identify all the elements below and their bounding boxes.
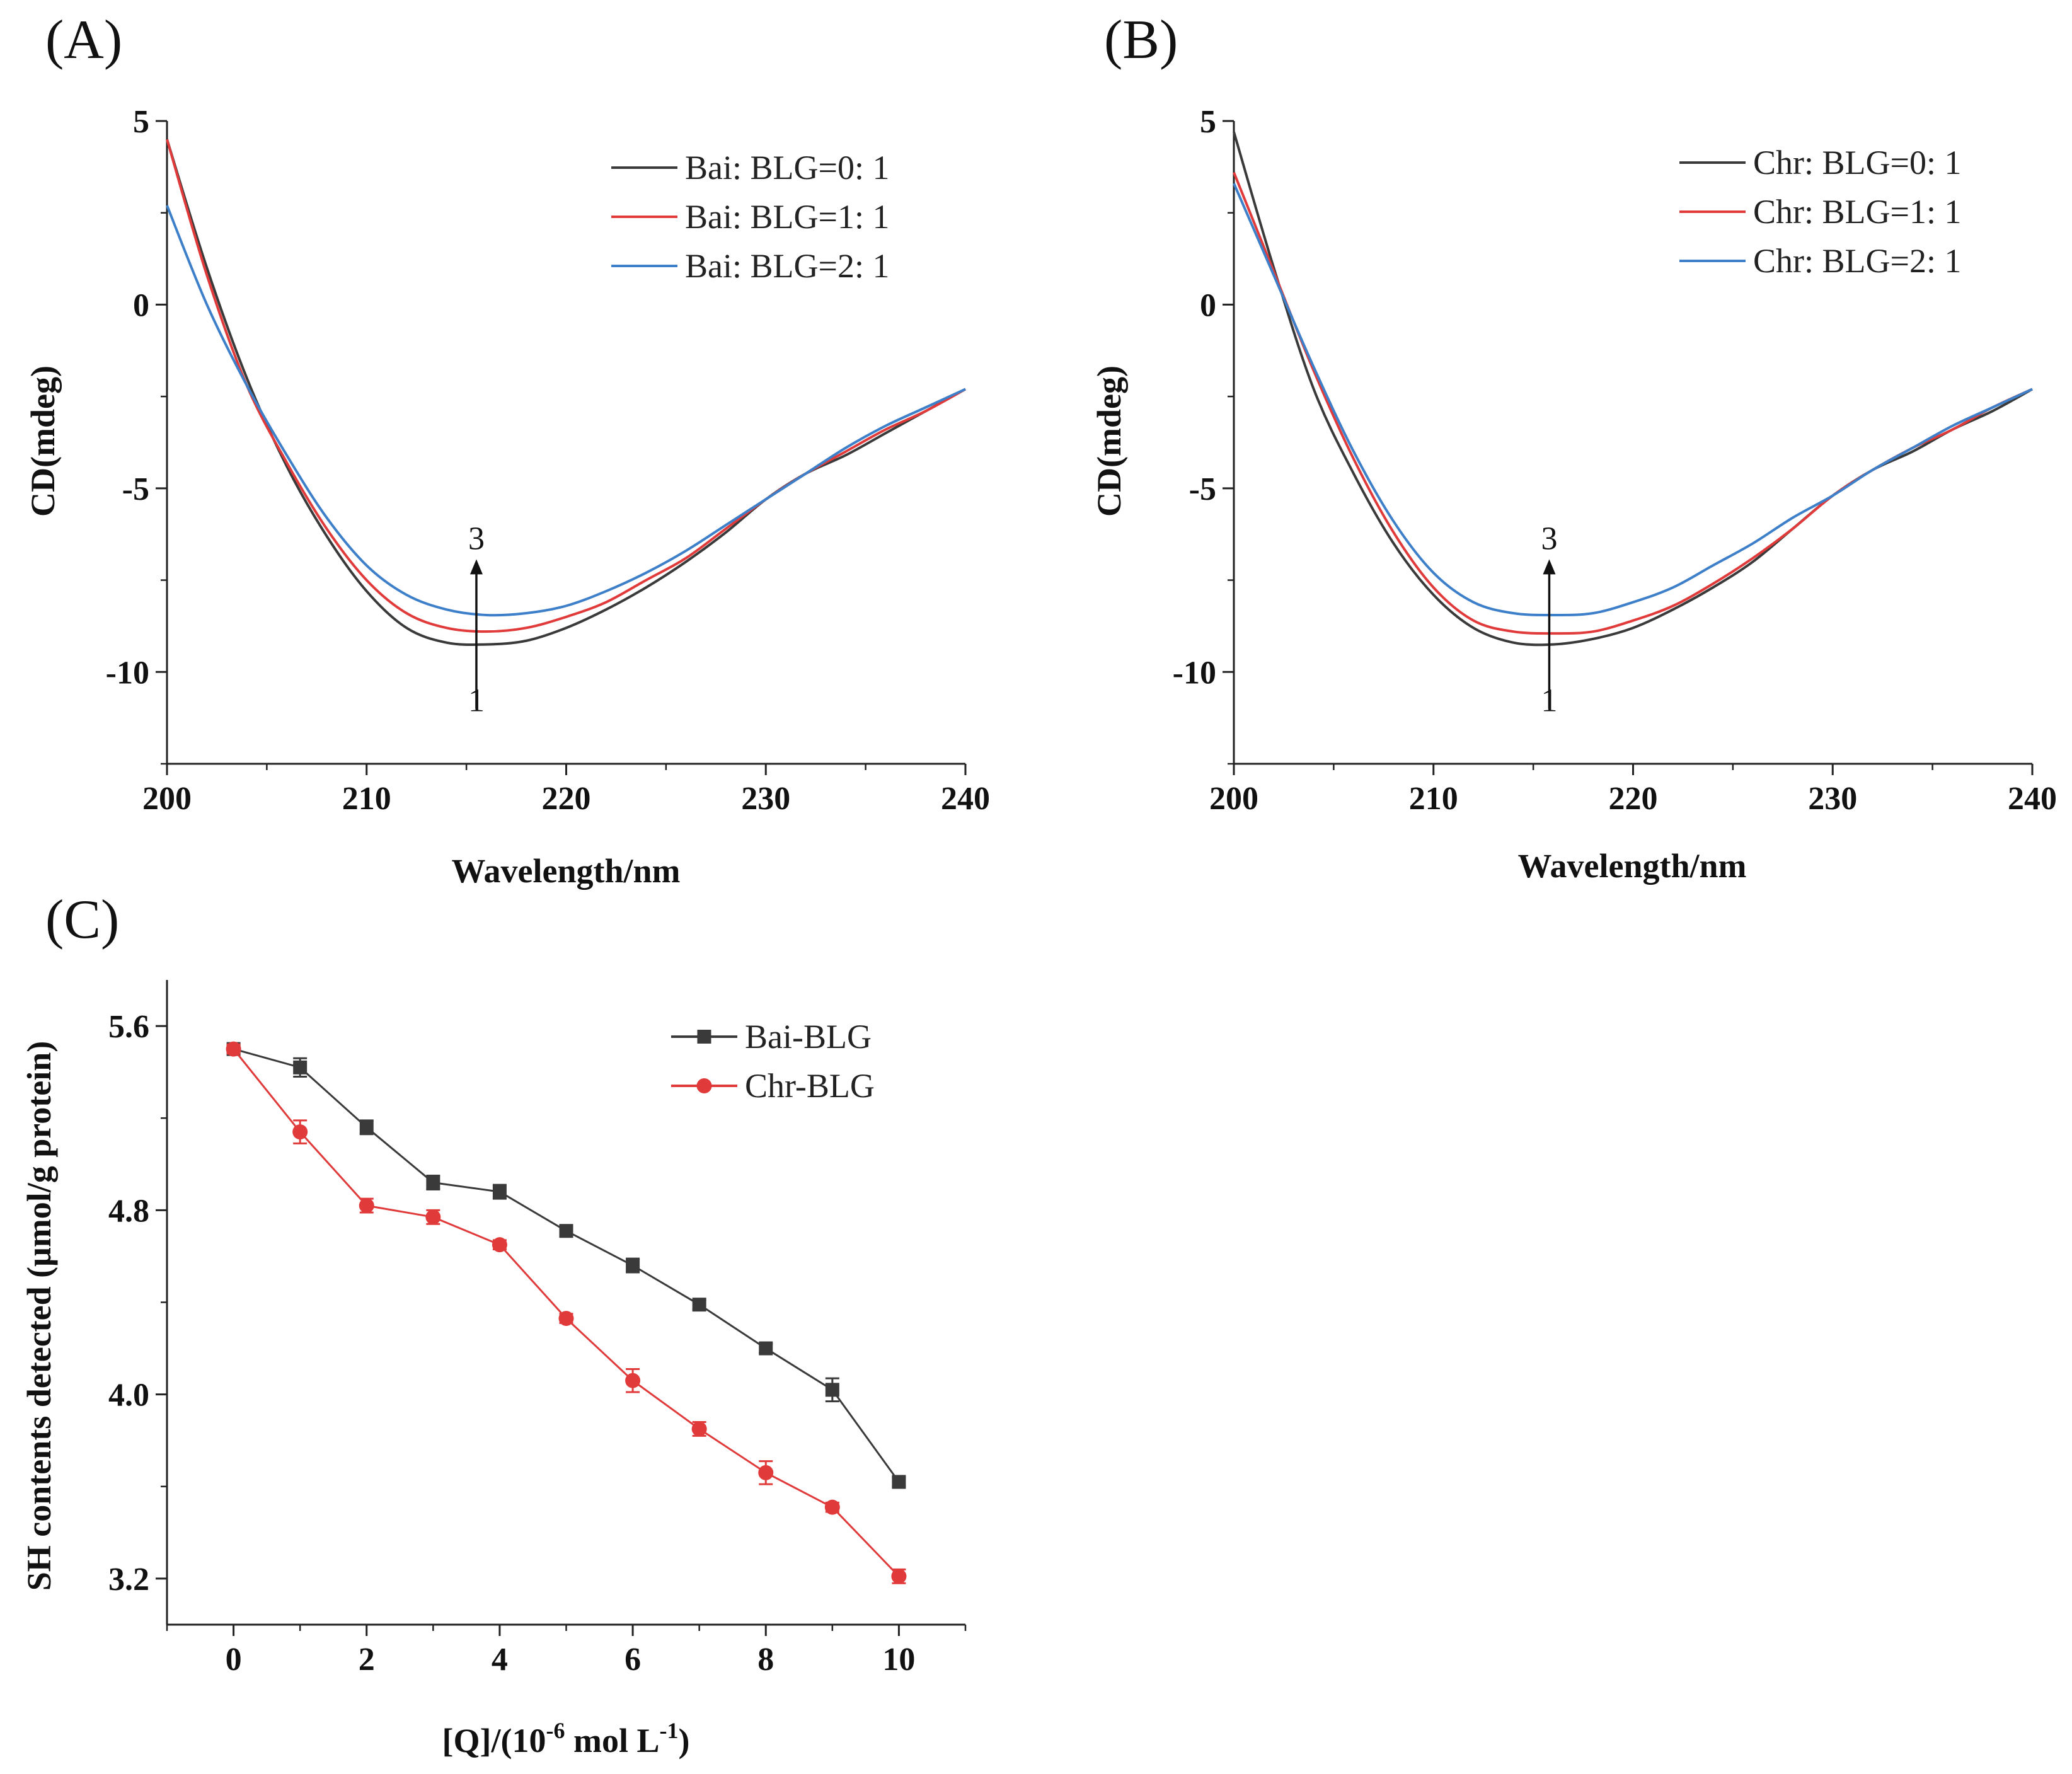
panel-c-point-square [692,1298,706,1312]
panel-c-point-square [359,1120,374,1134]
panel-b-y-tick-label: 0 [1200,287,1216,323]
panel-b-arrow-label-end: 3 [1541,521,1557,556]
panel-a-ylabel: CD(mdeg) [24,366,62,517]
panel-a-x-tick-label: 240 [941,781,990,817]
panel-b-legend-label-1: Chr: BLG=0: 1 [1753,144,1961,181]
panel-c-point-circle [425,1209,441,1225]
panel-c-point-circle [226,1041,241,1057]
panel-b-ylabel: CD(mdeg) [1090,366,1128,517]
panel-c-point-circle [891,1569,907,1584]
panel-b-xlabel: Wavelength/nm [1517,847,1746,885]
panel-c-point-circle [558,1311,574,1327]
panel-a-axes: 200 210 220 230 240 5 0 -5 -10 [106,104,990,817]
panel-b-y-tick-label: 5 [1200,104,1216,140]
panel-c-point-square [825,1383,839,1397]
panel-c-x-tick-label: 8 [757,1642,774,1678]
panel-c-legend-marker [696,1078,712,1093]
panel-c-point-square [626,1259,640,1273]
panel-a-arrow-head [469,559,483,575]
panel-c-y-tick-label: 3.2 [108,1562,149,1598]
panel-a-series-line-3 [166,205,966,617]
panel-c-axes: 0 2 4 6 8 10 5.6 4.8 4.0 3.2 [108,980,967,1678]
panel-a-y-tick-label: 5 [133,104,149,140]
panel-a-annotation: 13 [468,521,485,718]
panel-a-arrow-label-start: 1 [468,683,485,719]
panel-c-y-tick-label: 4.0 [108,1378,149,1414]
panel-a-x-tick-label: 210 [342,781,391,817]
panel-c-point-circle [292,1124,308,1140]
panel-b-series [1233,131,2033,647]
panel-b-y-tick-label: -10 [1173,655,1216,691]
panel-a-y-tick-label: -5 [122,471,149,507]
panel-a-legend-label-2: Bai: BLG=1: 1 [685,198,889,236]
panel-c-legend-marker [697,1030,711,1044]
panel-a-legend-label-1: Bai: BLG=0: 1 [685,149,889,187]
panel-c-point-circle [691,1421,707,1437]
panel-b-legend-label-2: Chr: BLG=1: 1 [1753,193,1961,231]
panel-a-y-tick-label: -10 [106,655,149,691]
panel-c-x-tick-label: 4 [492,1642,508,1678]
panel-c-point-square [293,1060,308,1074]
panel-c-point-square [759,1341,773,1356]
panel-b-legend: Chr: BLG=0: 1 Chr: BLG=1: 1 Chr: BLG=2: 1 [1679,144,1961,280]
panel-c-point-circle [824,1499,840,1515]
panel-b-arrow-head [1543,559,1556,575]
panel-label-a: (A) [45,9,122,71]
panel-c-y-tick-label: 4.8 [108,1193,149,1229]
panel-a-arrow-label-end: 3 [468,521,485,556]
panel-a-x-tick-label: 200 [142,781,192,817]
panel-b-x-tick-label: 210 [1409,781,1458,817]
panel-c-x-tick-label: 0 [226,1642,242,1678]
panel-c-point-square [426,1175,440,1190]
panel-c-legend-label-2: Chr-BLG [745,1067,875,1105]
panel-c-x-tick-label: 10 [882,1642,915,1678]
panel-c-point-square [892,1475,906,1489]
panel-a-legend-label-3: Bai: BLG=2: 1 [685,247,889,285]
panel-c-legend: Bai-BLG Chr-BLG [671,1018,875,1105]
panel-a-series [166,139,966,647]
panel-a-x-tick-label: 230 [741,781,790,817]
panel-c-ylabel: SH contents detected (μmol/g protein) [20,1041,58,1591]
panel-a-x-tick-label: 220 [542,781,591,817]
panel-b-x-tick-label: 230 [1808,781,1857,817]
panel-b-arrow-label-start: 1 [1541,683,1557,719]
panel-c-xlabel: [Q]/(10-6 mol L-1) [442,1718,690,1760]
panel-c-x-tick-label: 6 [624,1642,641,1678]
panel-b-series-line-3 [1233,183,2033,616]
panel-c-series-line-1 [233,1048,900,1483]
panel-c-point-circle [625,1373,641,1388]
panel-c-series [226,1041,907,1584]
panel-a-y-tick-label: 0 [133,287,149,323]
panel-label-b: (B) [1104,9,1178,71]
panel-c-point-square [492,1185,507,1199]
panel-c-legend-label-1: Bai-BLG [745,1018,872,1056]
panel-c-y-tick-label: 5.6 [108,1009,149,1045]
panel-a-legend: Bai: BLG=0: 1 Bai: BLG=1: 1 Bai: BLG=2: 1 [611,149,889,285]
panel-c-x-tick-label: 2 [359,1642,375,1678]
panel-b-y-tick-label: -5 [1189,471,1216,507]
panel-a-xlabel: Wavelength/nm [451,852,680,890]
panel-b-x-tick-label: 240 [2008,781,2057,817]
panel-b-axes: 200 210 220 230 240 5 0 -5 -10 [1173,104,2057,817]
panel-c-point-circle [359,1198,374,1214]
panel-b-legend-label-3: Chr: BLG=2: 1 [1753,242,1961,280]
panel-b-x-tick-label: 200 [1209,781,1258,817]
panel-c-point-circle [492,1237,507,1253]
panel-c-point-circle [758,1465,774,1480]
panel-label-c: (C) [45,889,119,950]
panel-c-point-square [559,1224,573,1238]
panel-b-annotation: 13 [1541,521,1557,718]
panel-b-x-tick-label: 220 [1609,781,1658,817]
